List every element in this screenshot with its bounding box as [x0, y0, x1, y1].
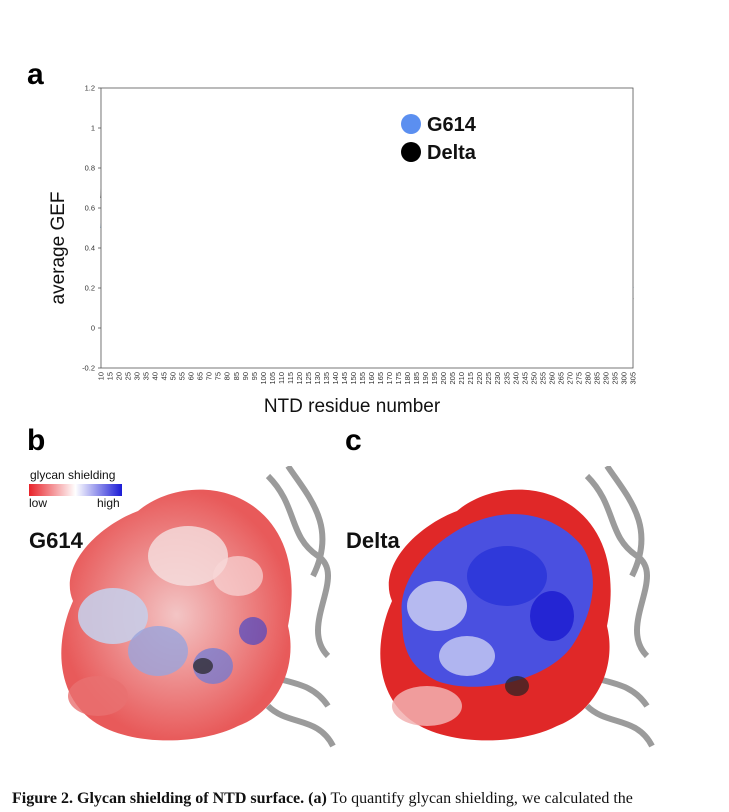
y-tick-label: 1	[91, 124, 95, 133]
x-tick-label: 140	[331, 372, 340, 385]
x-tick-label: 265	[556, 372, 565, 385]
x-tick-label: 35	[142, 372, 151, 380]
x-tick-label: 110	[277, 372, 286, 384]
x-tick-label: 100	[259, 372, 268, 385]
x-tick-label: 45	[160, 372, 169, 380]
colorbar-high-label: high	[97, 496, 120, 510]
x-tick-label: 175	[394, 372, 403, 385]
x-tick-label: 185	[412, 372, 421, 385]
panel-a-letter: a	[27, 58, 44, 91]
x-tick-label: 300	[619, 372, 628, 385]
x-tick-label: 10	[97, 372, 106, 380]
chart-axes	[98, 87, 634, 369]
delta-label: Delta	[346, 528, 400, 553]
y-tick-label: -0.2	[82, 364, 95, 373]
x-tick-label: 240	[511, 372, 520, 385]
x-tick-label: 125	[304, 372, 313, 385]
x-tick-label: 210	[457, 372, 466, 385]
x-tick-label: 145	[340, 372, 349, 385]
y-tick-label: 0.8	[85, 164, 95, 173]
chart-legend: G614 Delta	[401, 114, 477, 164]
x-tick-label: 95	[250, 372, 259, 380]
y-tick-label: 0.6	[85, 204, 95, 213]
legend-marker-delta	[401, 142, 421, 162]
x-tick-label: 290	[601, 372, 610, 385]
caption-bold: Figure 2. Glycan shielding of NTD surfac…	[12, 790, 327, 807]
gef-line-chart: 10 15 20 25 30 35 40 45 50 55 60 65 70 75 80 85 90 95 100 1…	[48, 84, 638, 418]
legend-label-delta: Delta	[427, 142, 477, 164]
x-axis-label: NTD residue number	[264, 396, 441, 417]
x-tick-label: 280	[583, 372, 592, 385]
chart-ticks: 10 15 20 25 30 35 40 45 50 55 60 65 70 75 80 85 90 95 100 1…	[82, 84, 637, 385]
x-tick-label: 220	[475, 372, 484, 385]
panel-c-letter: c	[345, 424, 362, 457]
x-tick-label: 250	[529, 372, 538, 385]
x-tick-label: 150	[349, 372, 358, 385]
legend-label-g614: G614	[427, 114, 477, 136]
x-tick-label: 155	[358, 372, 367, 385]
colorbar-low-label: low	[29, 496, 48, 510]
y-tick-label: 0	[91, 324, 95, 333]
x-tick-label: 200	[439, 372, 448, 385]
x-tick-label: 160	[367, 372, 376, 385]
x-tick-label: 230	[493, 372, 502, 385]
x-tick-label: 215	[466, 372, 475, 385]
x-tick-label: 270	[565, 372, 574, 385]
g614-surface-image	[38, 466, 338, 751]
x-tick-label: 130	[313, 372, 322, 385]
x-tick-label: 285	[592, 372, 601, 385]
x-tick-label: 80	[223, 372, 232, 380]
x-tick-label: 245	[520, 372, 529, 385]
x-tick-label: 90	[241, 372, 250, 380]
x-tick-label: 25	[124, 372, 133, 380]
x-tick-label: 120	[295, 372, 304, 385]
panel-b-letter: b	[27, 424, 46, 457]
g614-label: G614	[29, 528, 83, 553]
x-tick-label: 170	[385, 372, 394, 385]
x-tick-label: 30	[133, 372, 142, 380]
x-tick-label: 260	[547, 372, 556, 385]
x-tick-label: 105	[268, 372, 277, 385]
x-tick-label: 50	[169, 372, 178, 380]
x-tick-label: 190	[421, 372, 430, 385]
x-tick-label: 255	[538, 372, 547, 385]
x-tick-label: 60	[187, 372, 196, 380]
x-tick-label: 195	[430, 372, 439, 385]
y-axis-label: average GEF	[48, 192, 69, 305]
x-tick-label: 180	[403, 372, 412, 385]
colorbar-title: glycan shielding	[30, 468, 116, 482]
figure-caption: Figure 2. Glycan shielding of NTD surfac…	[12, 790, 722, 808]
x-tick-label: 135	[322, 372, 331, 385]
x-tick-label: 165	[376, 372, 385, 385]
x-tick-label: 65	[196, 372, 205, 380]
legend-marker-g614	[401, 114, 421, 134]
x-tick-label: 235	[502, 372, 511, 385]
x-tick-label: 205	[448, 372, 457, 385]
y-tick-label: 0.4	[85, 244, 95, 253]
x-tick-label: 40	[151, 372, 160, 380]
colorbar	[29, 484, 122, 496]
caption-text: To quantify glycan shielding, we calcula…	[326, 790, 633, 807]
x-tick-label: 305	[629, 372, 638, 385]
x-tick-label: 55	[178, 372, 187, 380]
x-tick-label: 225	[484, 372, 493, 385]
x-tick-label: 295	[610, 372, 619, 385]
x-tick-label: 85	[232, 372, 241, 380]
x-tick-label: 75	[214, 372, 223, 380]
x-tick-label: 115	[286, 372, 295, 384]
y-tick-label: 0.2	[85, 284, 95, 293]
plot-area	[100, 87, 634, 369]
x-tick-label: 15	[106, 372, 115, 380]
x-tick-label: 20	[115, 372, 124, 380]
x-tick-label: 275	[574, 372, 583, 385]
x-tick-label: 70	[205, 372, 214, 380]
delta-surface-image	[357, 466, 657, 751]
y-tick-label: 1.2	[85, 84, 95, 93]
